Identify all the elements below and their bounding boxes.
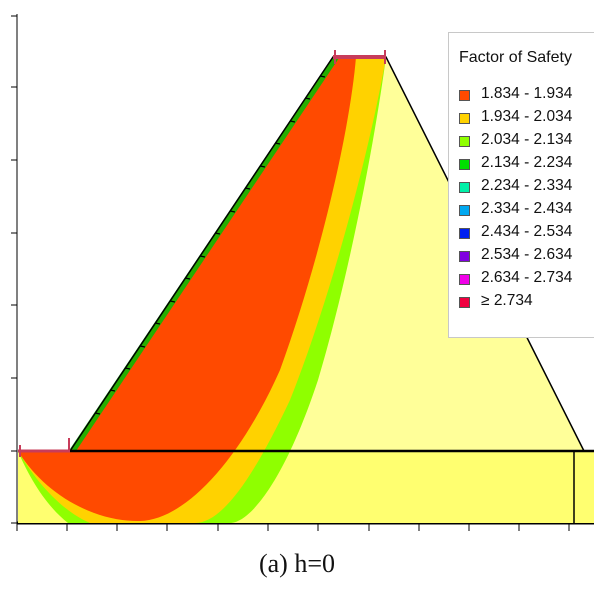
legend-swatch <box>459 182 470 193</box>
x-axis-ticks <box>16 523 570 531</box>
legend-swatch <box>459 274 470 285</box>
legend-label: 2.534 - 2.634 <box>481 246 573 263</box>
legend-label: 2.034 - 2.134 <box>481 131 573 148</box>
legend-swatch <box>459 205 470 216</box>
legend-label: 1.934 - 2.034 <box>481 108 573 125</box>
legend-label: 2.334 - 2.434 <box>481 200 573 217</box>
fos-legend: Factor of Safety 1.834 - 1.934 1.934 - 2… <box>448 32 594 338</box>
legend-swatch <box>459 297 470 308</box>
legend-swatch <box>459 228 470 239</box>
legend-label: 2.234 - 2.334 <box>481 177 573 194</box>
legend-swatch <box>459 159 470 170</box>
legend-label: ≥ 2.734 <box>481 292 533 309</box>
legend-swatch <box>459 90 470 101</box>
legend-swatch <box>459 251 470 262</box>
legend-label: 2.134 - 2.234 <box>481 154 573 171</box>
legend-label: 1.834 - 1.934 <box>481 85 573 102</box>
figure-caption: (a) h=0 <box>258 549 336 578</box>
legend-label: 2.434 - 2.534 <box>481 223 573 240</box>
legend-title: Factor of Safety <box>459 49 572 66</box>
y-axis-ticks <box>11 15 17 524</box>
legend-swatch <box>459 113 470 124</box>
toe-load-marker <box>18 438 70 457</box>
crest-load-marker <box>333 50 386 64</box>
legend-swatch <box>459 136 470 147</box>
legend-label: 2.634 - 2.734 <box>481 269 573 286</box>
